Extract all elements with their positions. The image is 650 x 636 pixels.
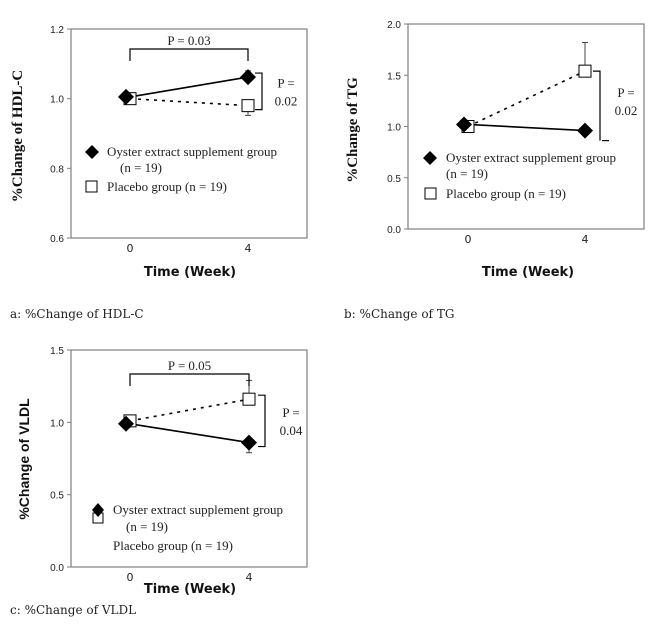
panel-b-y-tick-label: 2.0	[387, 20, 401, 31]
panel-c-group-bracket	[258, 394, 266, 448]
panel-b-y-tick-label: 1.0	[387, 123, 401, 134]
panel-c-legend-oyster-label: Oyster extract supplement group	[113, 502, 283, 517]
panel-b-caption: b: %Change of TG	[344, 307, 454, 321]
panel-c-series-line-placebo	[129, 398, 250, 422]
panel-c-legend-placebo-label: Placebo group (n = 19)	[113, 538, 233, 553]
panel-c-group-p-label: P =	[282, 405, 299, 420]
panel-a-caption: a: %Change of HDL-C	[10, 307, 144, 321]
panel-a-legend-oyster-n: (n = 19)	[120, 160, 162, 175]
panel-c-y-tick-label: 0.5	[50, 491, 64, 502]
panel-c-y-tick-label: 1.0	[50, 418, 64, 429]
panel-a-x-tick-label: 0	[127, 242, 134, 255]
panel-a-y-axis-title: %Change of HDL-C	[10, 70, 26, 203]
panel-b-legend-placebo-label: Placebo group (n = 19)	[446, 186, 566, 201]
panel-a-legend: Oyster extract supplement group (n = 19)…	[85, 144, 277, 194]
panel-b-series-line-oyster	[467, 123, 586, 132]
panel-b-y-axis-title: %Change of TG	[345, 77, 361, 183]
panel-b-group-p-label: P =	[617, 85, 634, 100]
panel-c-plot-frame	[70, 349, 308, 568]
panel-b-y-tick-label: 0.0	[387, 225, 401, 236]
panel-a-group-p-value: 0.02	[275, 93, 298, 108]
panel-c-caption: c: %Change of VLDL	[10, 603, 136, 617]
panel-c-y-tick-label: 0.0	[50, 563, 64, 574]
legend-diamond-marker-icon	[423, 151, 437, 165]
panel-c-group-p-value: 0.04	[280, 423, 303, 438]
panel-c-x-tick-label: 0	[127, 571, 134, 584]
legend-diamond-marker-icon	[92, 503, 104, 517]
panel-a-x-tick-label: 4	[245, 242, 252, 255]
panel-c-oyster-marker	[241, 434, 257, 451]
panel-a-placebo-marker	[241, 99, 255, 113]
panel-b-legend-oyster-label: Oyster extract supplement group	[446, 150, 616, 165]
panel-a-plot-frame	[70, 28, 308, 239]
legend-diamond-marker-icon	[85, 145, 99, 159]
panel-b-group-p-value: 0.02	[615, 103, 638, 118]
panel-c-time-p-value: P = 0.05	[168, 358, 211, 373]
panel-c-y-tick-label: 1.5	[50, 346, 64, 357]
panel-a-time-bracket	[129, 48, 249, 61]
panel-b-oyster-marker	[456, 116, 472, 133]
panel-a-time-p-value: P = 0.03	[167, 33, 210, 48]
legend-square-marker-icon	[85, 180, 98, 193]
panel-b-group-bracket	[593, 70, 601, 141]
panel-b-x-axis-title: Time (Week)	[482, 265, 574, 280]
panel-b-tg-chart: %Change of TG Time (Week) b: %Change of …	[344, 20, 645, 321]
panel-b-legend-oyster-n: (n = 19)	[446, 166, 488, 181]
panel-a-oyster-marker	[118, 88, 134, 105]
panel-c-vldl-chart: %Change of VLDL Time (Week) c: %Change o…	[10, 346, 308, 617]
panel-a-y-tick-label: 0.8	[50, 164, 64, 175]
panel-a-legend-placebo-label: Placebo group (n = 19)	[107, 179, 227, 194]
panel-b-oyster-marker	[577, 122, 593, 139]
panel-a-y-tick-label: 1.2	[50, 25, 64, 36]
panel-b-y-tick-label: 1.5	[387, 71, 401, 82]
legend-square-marker-icon	[424, 187, 437, 200]
panel-b-x-tick-label: 0	[465, 233, 472, 246]
panel-b-y-tick-label: 0.5	[387, 174, 401, 185]
panel-a-series-line-placebo	[129, 97, 249, 107]
panel-a-y-tick-label: 0.6	[50, 234, 64, 245]
panel-c-placebo-marker	[242, 392, 256, 406]
panel-a-hdl-chart: %Change of HDL-C Time (Week) a: %Change …	[10, 25, 308, 321]
panel-b-legend: Oyster extract supplement group (n = 19)…	[423, 150, 616, 201]
panel-a-x-axis-title: Time (Week)	[144, 265, 236, 280]
panel-c-y-axis-title: %Change of VLDL	[16, 398, 32, 520]
panel-c-time-bracket	[129, 373, 250, 386]
panel-c-legend: Oyster extract supplement group (n = 19)…	[92, 502, 283, 553]
panel-c-series-line-oyster	[129, 422, 250, 444]
panel-b-placebo-marker	[578, 64, 592, 78]
panel-a-oyster-marker	[240, 69, 256, 86]
panel-c-x-axis-title: Time (Week)	[144, 582, 236, 597]
panel-a-y-tick-label: 1.0	[50, 95, 64, 106]
panel-c-x-tick-label: 4	[246, 571, 253, 584]
panel-a-group-bracket	[255, 72, 263, 111]
panel-b-series-line-placebo	[467, 70, 586, 128]
panel-a-group-p-label: P =	[277, 75, 294, 90]
panel-c-legend-oyster-n: (n = 19)	[126, 519, 168, 534]
panel-b-x-tick-label: 4	[582, 233, 589, 246]
panel-c-oyster-marker	[118, 415, 134, 432]
panel-a-series-line-oyster	[129, 76, 249, 98]
panel-a-legend-oyster-label: Oyster extract supplement group	[107, 144, 277, 159]
